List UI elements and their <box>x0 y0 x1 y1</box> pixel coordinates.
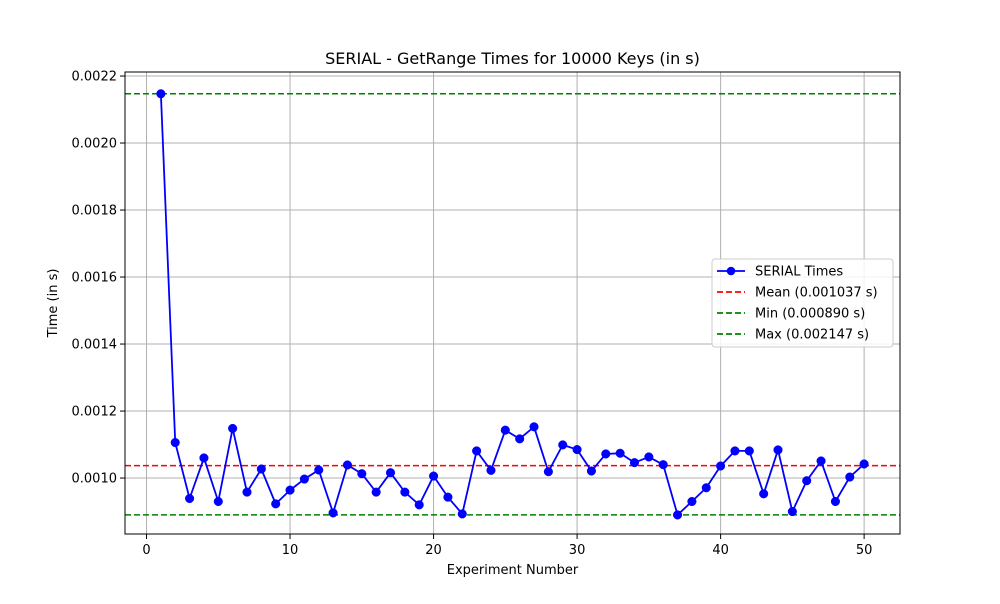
data-point <box>414 500 424 510</box>
plot-frame <box>124 71 901 535</box>
data-point <box>744 446 754 456</box>
data-point <box>457 509 467 519</box>
x-axis-label: Experiment Number <box>447 563 579 578</box>
data-point <box>773 445 783 455</box>
data-point <box>802 476 812 486</box>
y-tick-label: 0.0020 <box>72 137 118 152</box>
data-point <box>601 449 611 459</box>
x-tick-label: 50 <box>856 543 873 558</box>
x-tick-label: 0 <box>142 543 150 558</box>
data-point <box>199 453 209 463</box>
data-point <box>256 464 266 474</box>
data-point <box>845 472 855 482</box>
x-tick-label: 10 <box>282 543 299 558</box>
x-tick-label: 30 <box>569 543 586 558</box>
data-point <box>170 437 180 448</box>
y-tick-label: 0.0022 <box>72 70 118 85</box>
data-point <box>658 460 668 470</box>
y-axis-label: Time (in s) <box>46 269 61 339</box>
data-point <box>213 496 223 507</box>
data-point <box>385 468 396 478</box>
data-point <box>429 471 439 481</box>
data-point <box>271 499 281 509</box>
x-tick-label: 20 <box>425 543 442 558</box>
y-tick-label: 0.0010 <box>72 472 118 487</box>
data-point <box>357 469 367 479</box>
data-point <box>859 459 869 469</box>
data-point <box>156 89 166 99</box>
data-point <box>314 465 324 475</box>
data-point <box>687 496 697 507</box>
ticks: 0 10 20 30 40 50 0.0010 0.0012 0.0014 0.0016 0.001… <box>72 70 873 558</box>
series <box>156 89 869 520</box>
data-point <box>716 461 726 471</box>
data-point <box>242 487 252 497</box>
data-point <box>500 425 510 435</box>
y-tick-label: 0.0018 <box>72 204 118 219</box>
data-point <box>543 467 553 477</box>
legend-entry-label: Max (0.002147 s) <box>755 328 869 343</box>
data-point <box>185 493 195 504</box>
data-point <box>787 507 797 517</box>
data-point <box>515 434 525 444</box>
data-point <box>472 446 482 456</box>
data-point <box>615 448 625 458</box>
data-point <box>400 487 410 497</box>
data-point <box>701 483 711 493</box>
reference-lines <box>125 93 900 516</box>
data-point <box>830 496 840 507</box>
data-point <box>629 458 640 468</box>
data-point <box>371 487 381 497</box>
legend-entry-label: SERIAL Times <box>755 265 843 280</box>
data-point <box>328 508 338 518</box>
chart-title: SERIAL - GetRange Times for 10000 Keys (… <box>325 49 700 68</box>
data-point <box>558 440 568 450</box>
data-point <box>529 422 539 432</box>
data-point <box>285 485 295 495</box>
y-tick-label: 0.0016 <box>72 271 118 286</box>
data-point <box>672 510 683 520</box>
data-point <box>730 446 740 456</box>
data-point <box>342 460 353 470</box>
data-point <box>816 456 826 466</box>
data-point <box>572 445 582 455</box>
y-tick-label: 0.0012 <box>72 405 118 420</box>
data-point <box>586 466 596 476</box>
x-tick-label: 40 <box>712 543 729 558</box>
legend-entry-label: Min (0.000890 s) <box>755 307 865 322</box>
legend-box <box>711 258 894 348</box>
legend-swatch-marker <box>726 266 736 276</box>
legend-entry-label: Mean (0.001037 s) <box>755 286 878 301</box>
data-point <box>443 492 453 502</box>
data-point <box>228 423 238 434</box>
y-tick-label: 0.0014 <box>72 338 118 353</box>
data-point <box>486 465 496 475</box>
data-point <box>644 452 654 462</box>
data-point <box>759 489 769 499</box>
legend: SERIAL Times Mean (0.001037 s) Min (0.0008… <box>711 258 894 348</box>
data-point <box>299 474 309 484</box>
